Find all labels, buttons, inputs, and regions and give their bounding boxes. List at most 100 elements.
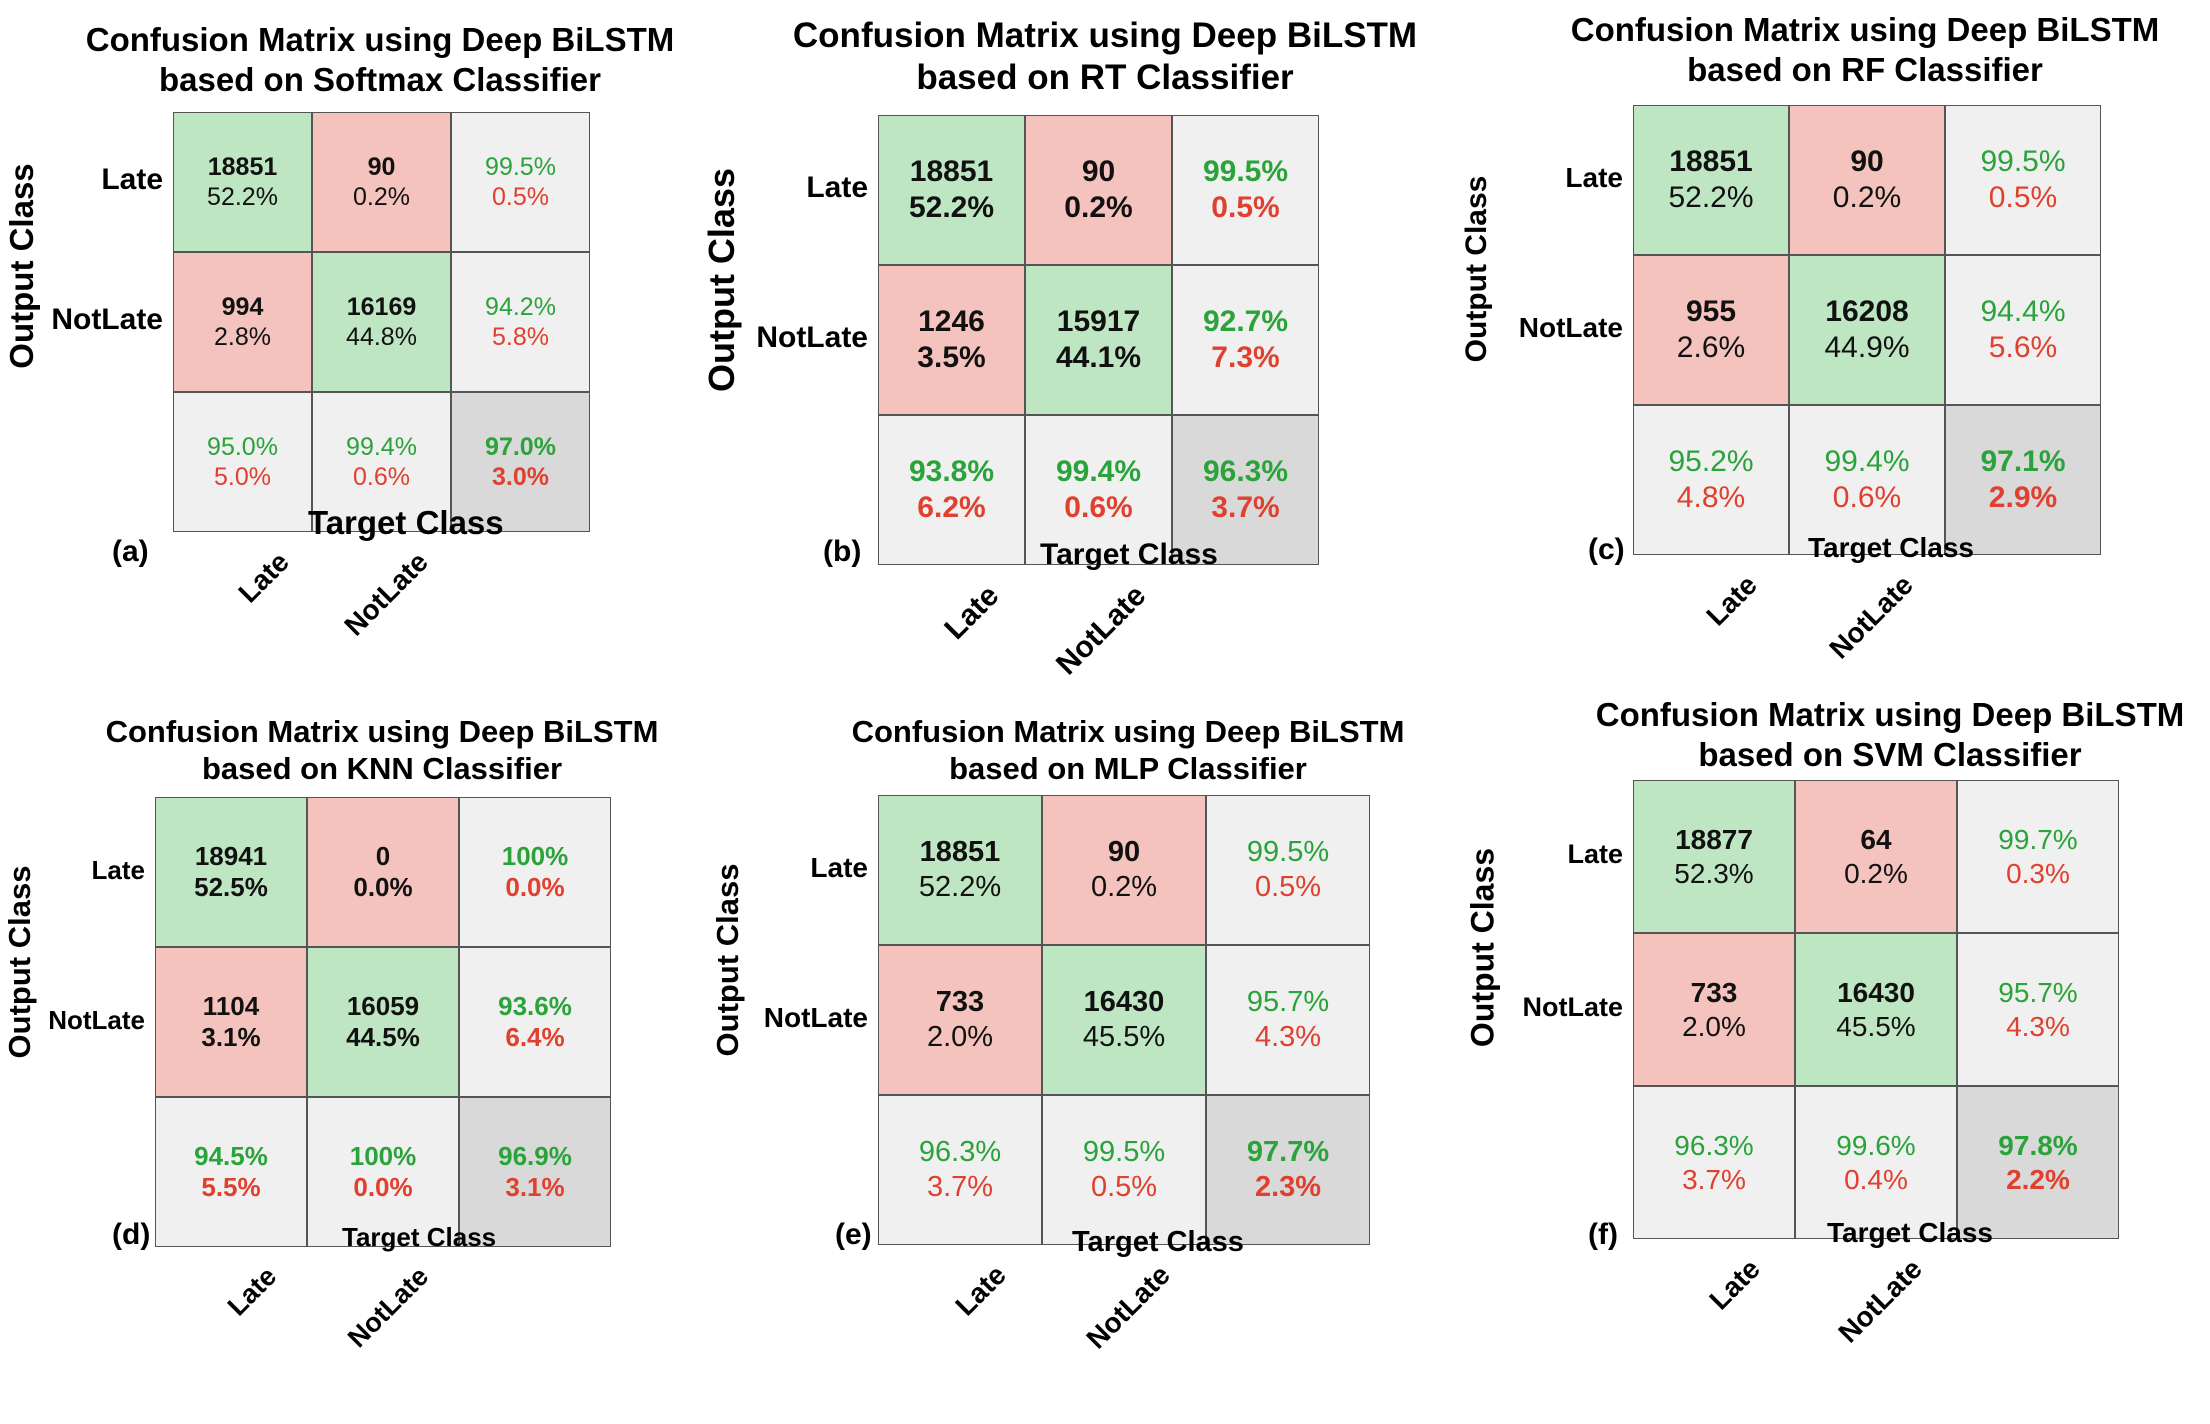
cell-value: 1104 <box>202 990 260 1021</box>
cell-value: 15917 <box>1056 305 1141 338</box>
cell-value: 16208 <box>1825 295 1909 328</box>
row-summary-cell: 99.5% 0.5% <box>451 112 590 252</box>
cell-value: 96.3% <box>918 1136 1002 1169</box>
cell-percent: 52.5% <box>194 872 268 902</box>
cell-percent: 0.2% <box>1832 181 1902 214</box>
cell-percent: 4.8% <box>1676 481 1746 514</box>
cell-value: 99.5% <box>1202 155 1289 188</box>
row-label: Late <box>1567 838 1623 869</box>
row-summary-cell: 100% 0.0% <box>459 797 611 947</box>
column-summary-cell: 99.5% 0.5% <box>1042 1095 1206 1245</box>
overall-accuracy-cell: 96.9% 3.1% <box>459 1097 611 1247</box>
cell-percent: 52.2% <box>207 183 278 211</box>
cell-value: 1246 <box>918 305 985 338</box>
cell-percent: 6.4% <box>505 1022 565 1052</box>
cell-percent: 0.6% <box>353 463 410 491</box>
panel-letter: (b) <box>823 535 862 568</box>
title-line: Confusion Matrix using Deep BiLSTM <box>85 21 675 58</box>
column-summary-cell: 99.4% 0.6% <box>1789 405 1945 555</box>
correct-cell: 18851 52.2% <box>878 795 1042 945</box>
error-cell: 955 2.6% <box>1633 255 1789 405</box>
cell-value: 99.4% <box>1055 455 1142 488</box>
title-line: based on RF Classifier <box>1687 50 2043 88</box>
cell-value: 99.5% <box>485 153 556 181</box>
column-label: Late <box>221 1261 283 1322</box>
panel-letter: (e) <box>835 1218 872 1251</box>
cell-value: 96.3% <box>1202 455 1289 488</box>
column-label: NotLate <box>341 1261 435 1354</box>
panel-letter: (d) <box>112 1218 151 1251</box>
title-line: based on KNN Classifier <box>201 751 563 787</box>
row-summary-cell: 99.5% 0.5% <box>1172 115 1319 265</box>
row-label: Late <box>1565 161 1623 193</box>
cell-value: 94.4% <box>1980 295 2066 328</box>
cell-percent: 3.1% <box>505 1172 565 1202</box>
panel-letter: (f) <box>1588 1218 1618 1251</box>
cell-percent: 44.9% <box>1824 331 1910 364</box>
column-label: Late <box>1703 1253 1766 1316</box>
confusion-matrix-figure: Confusion Matrix using Deep BiLSTM based … <box>0 10 2210 1355</box>
cell-percent: 2.9% <box>1988 481 2058 514</box>
cell-percent: 0.2% <box>1844 857 1908 889</box>
column-label: NotLate <box>1080 1259 1176 1355</box>
cell-percent: 0.6% <box>1832 481 1902 514</box>
correct-cell: 18851 52.2% <box>878 115 1025 265</box>
cell-value: 99.7% <box>1998 823 2078 855</box>
cell-value: 95.7% <box>1998 976 2078 1008</box>
cell-percent: 52.2% <box>908 191 995 224</box>
y-axis-label: Output Class <box>1464 848 1501 1048</box>
title-line: Confusion Matrix using Deep BiLSTM <box>105 714 659 749</box>
cell-value: 0 <box>375 840 391 871</box>
column-summary-cell: 96.3% 3.7% <box>878 1095 1042 1245</box>
column-label: Late <box>949 1259 1012 1322</box>
cell-percent: 3.7% <box>1682 1163 1746 1195</box>
row-summary-cell: 95.7% 4.3% <box>1957 933 2119 1086</box>
cell-value: 16430 <box>1083 986 1165 1019</box>
title-line: based on RT Classifier <box>916 58 1294 97</box>
column-summary-cell: 94.5% 5.5% <box>155 1097 307 1247</box>
x-axis-label: Target Class <box>1808 532 1974 563</box>
cell-percent: 44.5% <box>346 1022 420 1052</box>
cell-value: 97.1% <box>1980 445 2066 478</box>
x-axis-label: Target Class <box>308 504 504 541</box>
cell-value: 16169 <box>346 293 417 321</box>
title-line: Confusion Matrix using Deep BiLSTM <box>1595 696 2185 733</box>
cell-value: 93.6% <box>498 990 572 1021</box>
error-cell: 90 0.2% <box>1789 105 1945 255</box>
row-summary-cell: 94.2% 5.8% <box>451 252 590 392</box>
cell-percent: 4.3% <box>1254 1021 1322 1053</box>
error-cell: 1104 3.1% <box>155 947 307 1097</box>
row-summary-cell: 93.6% 6.4% <box>459 947 611 1097</box>
row-summary-cell: 95.7% 4.3% <box>1206 945 1370 1095</box>
error-cell: 733 2.0% <box>878 945 1042 1095</box>
cell-percent: 52.2% <box>918 871 1002 903</box>
cell-percent: 0.3% <box>2006 857 2070 889</box>
panel-title: Confusion Matrix using Deep BiLSTM based … <box>1490 695 2210 774</box>
cell-percent: 45.5% <box>1082 1021 1166 1053</box>
row-label: NotLate <box>1518 311 1623 343</box>
cell-value: 95.7% <box>1246 986 1330 1019</box>
cell-value: 16430 <box>1837 976 1915 1008</box>
cell-value: 90 <box>1107 836 1141 869</box>
matrix-grid: 18851 52.2% 90 0.2% 99.5% 0.5% 733 2.0% 16430 45.… <box>878 795 1370 1245</box>
row-summary-cell: 99.7% 0.3% <box>1957 780 2119 933</box>
overall-accuracy-cell: 97.7% 2.3% <box>1206 1095 1370 1245</box>
cell-percent: 0.5% <box>1988 181 2058 214</box>
cell-percent: 5.8% <box>492 323 549 351</box>
matrix-grid: 18941 52.5% 0 0.0% 100% 0.0% 1104 3.1% 16059 44.5… <box>155 797 611 1247</box>
cell-value: 99.5% <box>1246 836 1330 869</box>
column-label: Late <box>231 546 295 609</box>
cell-percent: 45.5% <box>1836 1010 1916 1042</box>
error-cell: 90 0.2% <box>312 112 451 252</box>
panel-title: Confusion Matrix using Deep BiLSTM based … <box>1465 10 2210 89</box>
overall-accuracy-cell: 97.0% 3.0% <box>451 392 590 532</box>
cell-percent: 3.0% <box>492 463 549 491</box>
matrix-grid: 18851 52.2% 90 0.2% 99.5% 0.5% 955 2.6% 16208 44.… <box>1633 105 2101 555</box>
y-axis-label: Output Class <box>1460 175 1493 363</box>
overall-accuracy-cell: 96.3% 3.7% <box>1172 415 1319 565</box>
cell-percent: 0.2% <box>1064 191 1133 224</box>
cell-percent: 52.2% <box>1668 181 1754 214</box>
cell-percent: 0.2% <box>353 183 410 211</box>
panel-title: Confusion Matrix using Deep BiLSTM based … <box>0 713 782 787</box>
cell-value: 99.4% <box>346 433 417 461</box>
